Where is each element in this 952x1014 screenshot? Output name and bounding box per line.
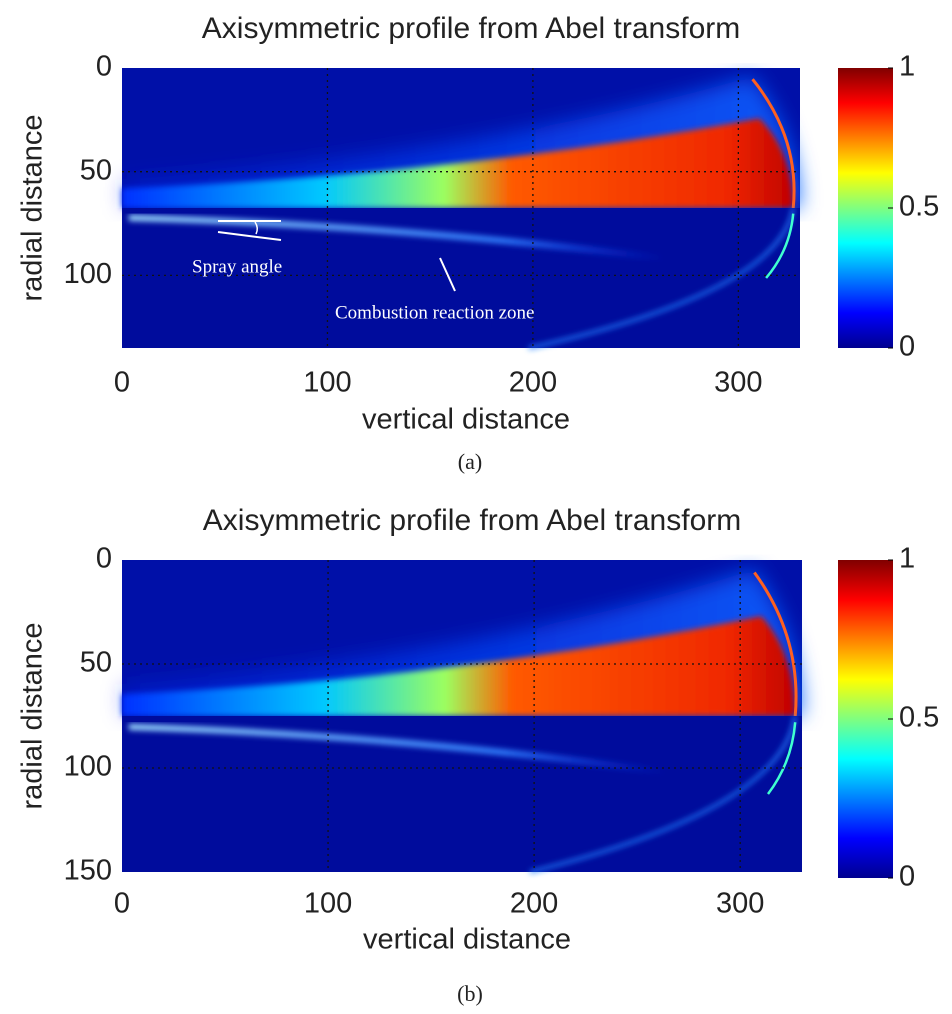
chart-title: Axisymmetric profile from Abel transform	[203, 504, 741, 537]
y-tick-label: 150	[64, 855, 112, 887]
colorbar-tick-label: 1	[899, 543, 915, 575]
x-tick-label: 100	[304, 888, 352, 920]
panel: Axisymmetric profile from Abel transform…	[17, 12, 940, 474]
x-tick-label: 300	[714, 367, 762, 399]
colorbar	[838, 560, 893, 878]
x-axis-label: vertical distance	[362, 404, 570, 436]
heatmap-feature	[528, 207, 795, 350]
x-tick-label: 100	[303, 367, 351, 399]
heatmap-feature	[122, 118, 794, 208]
heatmap-feature	[751, 78, 796, 209]
y-tick-label: 0	[96, 51, 112, 83]
annotation: Spray angle	[192, 256, 282, 277]
heatmap-feature	[122, 716, 802, 872]
y-tick-label: 100	[64, 258, 112, 290]
x-tick-label: 0	[114, 888, 130, 920]
heatmap-feature	[753, 571, 798, 717]
colorbar-tick-label: 0.5	[899, 702, 939, 734]
annotation-line	[439, 257, 456, 292]
heatmap-feature	[122, 208, 800, 348]
y-axis-label: radial distance	[17, 623, 49, 810]
heatmap-feature	[765, 213, 795, 279]
caption: (b)	[457, 981, 483, 1006]
heatmap-feature	[767, 722, 797, 795]
x-tick-label: 0	[114, 367, 130, 399]
x-axis-label: vertical distance	[363, 924, 571, 956]
annotation-arc	[254, 221, 259, 235]
y-tick-label: 0	[96, 543, 112, 575]
heatmap-feature	[122, 616, 796, 716]
y-tick-label: 50	[80, 154, 112, 186]
colorbar-tick-label: 0	[899, 331, 915, 363]
heatmap-feature	[128, 214, 665, 262]
colorbar-tick-label: 1	[899, 51, 915, 83]
y-tick-label: 100	[64, 751, 112, 783]
panel: Axisymmetric profile from Abel transform…	[17, 504, 940, 1006]
chart-title: Axisymmetric profile from Abel transform	[202, 12, 740, 45]
caption: (a)	[458, 449, 482, 474]
x-tick-label: 200	[509, 367, 557, 399]
y-tick-label: 50	[80, 647, 112, 679]
colorbar-tick-label: 0	[899, 861, 915, 893]
x-tick-label: 300	[716, 888, 764, 920]
colorbar	[838, 68, 893, 348]
annotation: Combustion reaction zone	[335, 302, 534, 323]
y-axis-label: radial distance	[17, 115, 49, 302]
colorbar-tick-label: 0.5	[899, 191, 939, 223]
heatmap-feature	[128, 723, 667, 776]
annotation-line	[217, 231, 282, 241]
heatmap-feature	[529, 715, 797, 874]
x-tick-label: 200	[510, 888, 558, 920]
